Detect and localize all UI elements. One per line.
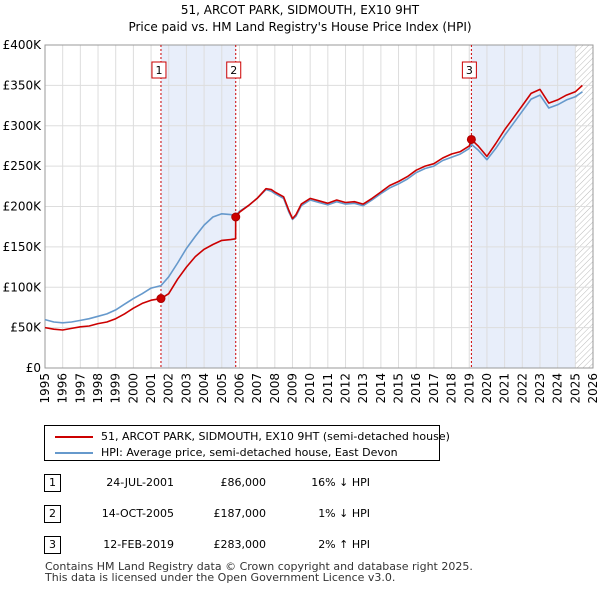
x-tick-label: 1999 (109, 373, 123, 404)
x-tick-label: 2025 (568, 373, 582, 404)
x-tick-label: 2012 (339, 373, 353, 404)
transaction-point (231, 212, 241, 222)
transaction-point (466, 134, 476, 144)
transaction-number-badge: 1 (44, 474, 61, 492)
transaction-row: 2 14-OCT-2005 £187,000 1% ↓ HPI (0, 505, 600, 525)
x-tick-label: 2018 (445, 373, 459, 404)
x-tick-label: 2019 (462, 373, 476, 404)
x-tick-label: 1996 (56, 373, 70, 404)
footer: Contains HM Land Registry data © Crown c… (45, 561, 473, 583)
x-tick-label: 2011 (321, 373, 335, 404)
x-tick-label: 1997 (73, 373, 87, 404)
transaction-label-box (151, 61, 167, 79)
chart-title: 51, ARCOT PARK, SIDMOUTH, EX10 9HT Price… (0, 2, 600, 36)
chart-title-text: 51, ARCOT PARK, SIDMOUTH, EX10 9HT (180, 3, 420, 17)
legend: 51, ARCOT PARK, SIDMOUTH, EX10 9HT (semi… (44, 425, 450, 461)
transaction-number-badge: 3 (44, 536, 61, 554)
x-tick-label: 2000 (126, 373, 140, 404)
x-tick-label: 2003 (179, 373, 193, 404)
y-tick-label: £200K (3, 200, 43, 214)
x-tick-label: 2022 (515, 373, 529, 404)
x-tick-label: 2013 (356, 373, 370, 404)
x-tick-label: 2015 (392, 373, 406, 404)
price-chart: £0 £50K £100K £150K £200K £250K £300K £350K £400… (3, 38, 600, 404)
transaction-price: £283,000 (213, 538, 267, 551)
transaction-date: 14-OCT-2005 (101, 507, 174, 520)
transaction-row: 1 24-JUL-2001 £86,000 16% ↓ HPI (0, 474, 600, 494)
x-tick-label: 2004 (197, 373, 211, 404)
x-tick-label: 2014 (374, 373, 388, 404)
transaction-point (156, 294, 166, 304)
legend-swatch-property (55, 436, 93, 438)
footer-copyright: Contains HM Land Registry data © Crown c… (45, 560, 473, 573)
x-tick-label: 2005 (215, 373, 229, 404)
transaction-hpi-diff: 2% ↑ HPI (318, 538, 370, 551)
x-tick-label: 2016 (409, 373, 423, 404)
transaction-label: 2 (230, 64, 237, 77)
legend-swatch-hpi (55, 452, 93, 454)
y-tick-label: £400K (3, 38, 43, 52)
transaction-date: 24-JUL-2001 (106, 476, 174, 489)
y-tick-label: £350K (3, 78, 43, 92)
x-tick-label: 2021 (498, 373, 512, 404)
x-tick-label: 2006 (232, 373, 246, 404)
x-tick-label: 1998 (91, 373, 105, 404)
y-tick-label: £300K (3, 119, 43, 133)
transaction-label-box (461, 61, 477, 79)
x-tick-label: 2002 (162, 373, 176, 404)
x-tick-label: 2009 (285, 373, 299, 404)
x-tick-label: 2020 (480, 373, 494, 404)
legend-label-property: 51, ARCOT PARK, SIDMOUTH, EX10 9HT (semi… (101, 430, 450, 443)
transaction-label: 3 (466, 64, 473, 77)
plot-border (44, 44, 594, 369)
x-tick-label: 1995 (38, 373, 52, 404)
y-tick-label: £100K (3, 280, 43, 294)
transaction-price: £187,000 (213, 507, 267, 520)
transaction-hpi-diff: 16% ↓ HPI (311, 476, 370, 489)
x-tick-label: 2010 (303, 373, 317, 404)
transaction-date: 12-FEB-2019 (103, 538, 174, 551)
chart-subtitle-text: Price paid vs. HM Land Registry's House … (128, 20, 472, 34)
x-tick-label: 2024 (551, 373, 565, 404)
transaction-label: 1 (155, 64, 162, 77)
legend-label-hpi: HPI: Average price, semi-detached house,… (101, 446, 398, 459)
y-tick-label: £50K (10, 321, 42, 335)
x-tick-label: 2023 (533, 373, 547, 404)
transaction-price: £86,000 (220, 476, 267, 489)
transaction-number-badge: 2 (44, 505, 61, 523)
transaction-label-box (226, 61, 242, 79)
footer-licence: This data is licensed under the Open Gov… (45, 571, 396, 584)
x-tick-label: 2008 (268, 373, 282, 404)
transaction-row: 3 12-FEB-2019 £283,000 2% ↑ HPI (0, 536, 600, 556)
x-tick-label: 2007 (250, 373, 264, 404)
x-tick-label: 2001 (144, 373, 158, 404)
x-tick-label: 2026 (586, 373, 600, 404)
transaction-hpi-diff: 1% ↓ HPI (318, 507, 370, 520)
y-tick-label: £150K (3, 240, 43, 254)
property-series-line (44, 84, 583, 331)
x-tick-label: 2017 (427, 373, 441, 404)
y-tick-label: £250K (3, 159, 43, 173)
y-tick-label: £0 (26, 361, 41, 375)
